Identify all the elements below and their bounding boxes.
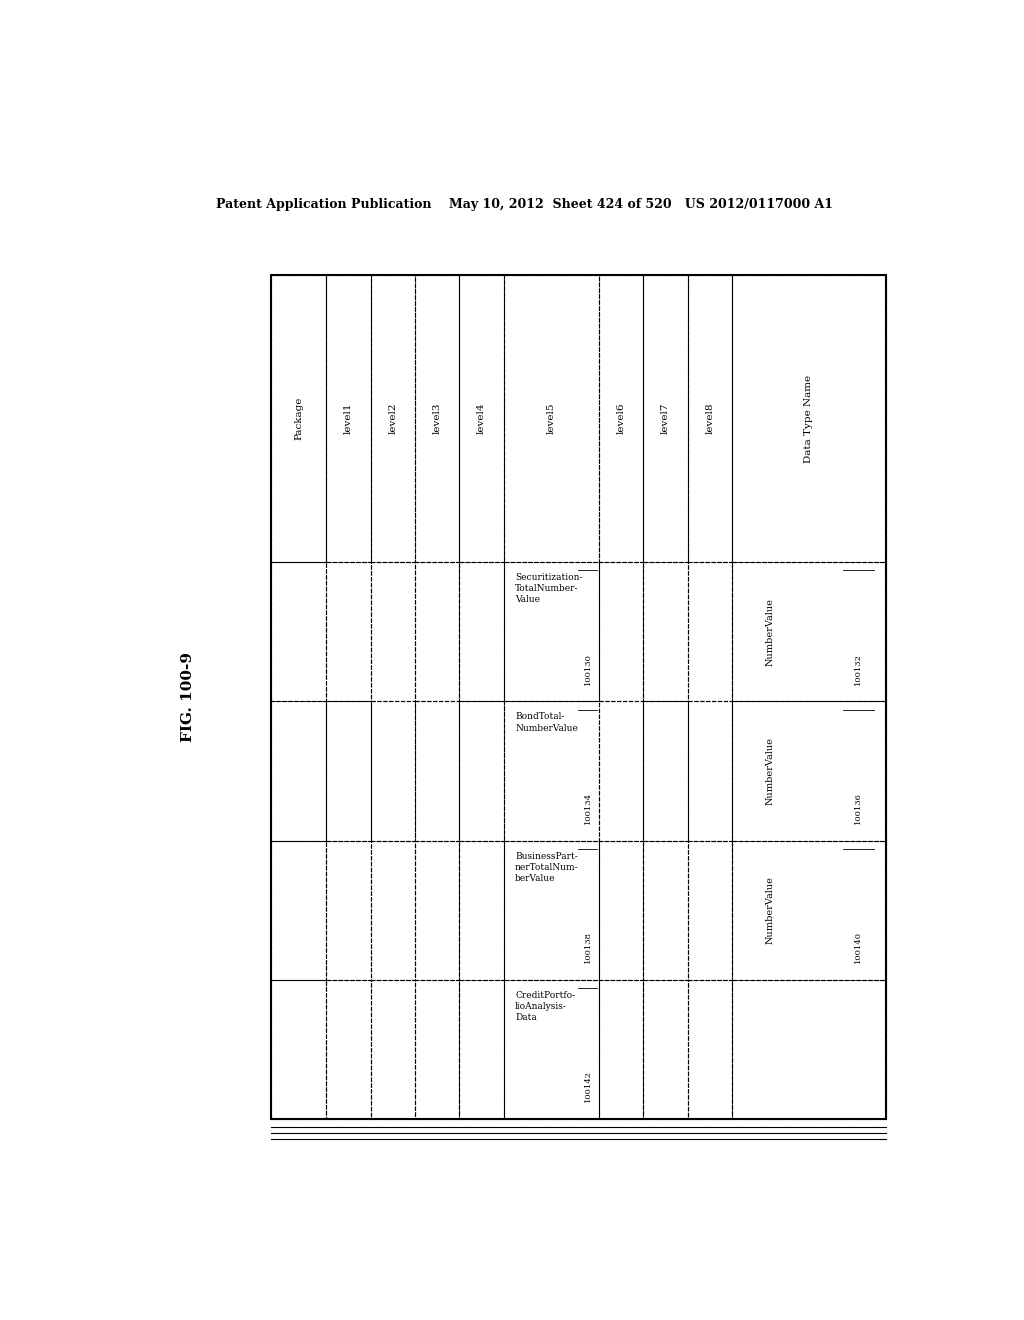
Bar bbox=[270, 562, 327, 701]
Bar bbox=[688, 562, 732, 701]
Text: level3: level3 bbox=[432, 403, 441, 434]
Bar bbox=[327, 562, 371, 701]
Bar bbox=[270, 841, 327, 979]
Bar bbox=[371, 562, 415, 701]
Bar bbox=[270, 276, 327, 562]
Bar bbox=[327, 276, 371, 562]
Bar bbox=[459, 701, 504, 841]
Bar bbox=[599, 276, 643, 562]
Bar bbox=[688, 276, 732, 562]
Text: FIG. 100-9: FIG. 100-9 bbox=[180, 652, 195, 742]
Bar bbox=[327, 979, 371, 1119]
Text: NumberValue: NumberValue bbox=[766, 876, 775, 944]
Bar bbox=[732, 841, 886, 979]
Bar bbox=[371, 979, 415, 1119]
Bar bbox=[459, 979, 504, 1119]
Text: Securitization-
TotalNumber-
Value: Securitization- TotalNumber- Value bbox=[515, 573, 583, 605]
Bar bbox=[643, 562, 688, 701]
Text: Data Type Name: Data Type Name bbox=[805, 375, 813, 463]
Text: level2: level2 bbox=[388, 403, 397, 434]
Text: 100140: 100140 bbox=[854, 931, 862, 964]
Bar bbox=[732, 979, 886, 1119]
Bar bbox=[415, 562, 459, 701]
Text: Package: Package bbox=[294, 397, 303, 441]
Bar bbox=[643, 841, 688, 979]
Text: level8: level8 bbox=[706, 403, 715, 434]
Bar bbox=[270, 701, 327, 841]
Bar bbox=[504, 841, 599, 979]
Bar bbox=[643, 276, 688, 562]
Bar bbox=[599, 841, 643, 979]
Text: level4: level4 bbox=[477, 403, 486, 434]
Bar bbox=[688, 841, 732, 979]
Bar bbox=[415, 979, 459, 1119]
Bar bbox=[504, 979, 599, 1119]
Bar bbox=[732, 562, 886, 701]
Bar bbox=[688, 979, 732, 1119]
Text: BusinessPart-
nerTotalNum-
berValue: BusinessPart- nerTotalNum- berValue bbox=[515, 851, 579, 883]
Bar bbox=[327, 841, 371, 979]
Bar bbox=[459, 276, 504, 562]
Bar bbox=[643, 701, 688, 841]
Text: Patent Application Publication    May 10, 2012  Sheet 424 of 520   US 2012/01170: Patent Application Publication May 10, 2… bbox=[216, 198, 834, 211]
Text: 100132: 100132 bbox=[854, 652, 862, 685]
Bar bbox=[270, 276, 886, 1119]
Bar bbox=[371, 701, 415, 841]
Bar bbox=[599, 979, 643, 1119]
Bar bbox=[599, 701, 643, 841]
Bar bbox=[688, 701, 732, 841]
Text: level1: level1 bbox=[344, 403, 353, 434]
Bar bbox=[415, 276, 459, 562]
Text: 100136: 100136 bbox=[854, 792, 862, 824]
Text: 100134: 100134 bbox=[584, 792, 592, 824]
Bar bbox=[371, 841, 415, 979]
Bar bbox=[643, 979, 688, 1119]
Bar bbox=[327, 701, 371, 841]
Bar bbox=[732, 701, 886, 841]
Bar bbox=[459, 841, 504, 979]
Bar bbox=[270, 979, 327, 1119]
Text: level6: level6 bbox=[616, 403, 626, 434]
Text: NumberValue: NumberValue bbox=[766, 737, 775, 805]
Text: BondTotal-
NumberValue: BondTotal- NumberValue bbox=[515, 713, 578, 733]
Text: 100142: 100142 bbox=[584, 1071, 592, 1102]
Text: 100130: 100130 bbox=[584, 652, 592, 685]
Bar bbox=[415, 841, 459, 979]
Bar bbox=[371, 276, 415, 562]
Text: CreditPortfo-
lioAnalysis-
Data: CreditPortfo- lioAnalysis- Data bbox=[515, 991, 575, 1022]
Bar bbox=[732, 276, 886, 562]
Text: level7: level7 bbox=[660, 403, 670, 434]
Text: level5: level5 bbox=[547, 403, 556, 434]
Text: NumberValue: NumberValue bbox=[766, 598, 775, 665]
Bar bbox=[599, 562, 643, 701]
Bar bbox=[504, 562, 599, 701]
Bar bbox=[459, 562, 504, 701]
Bar bbox=[504, 701, 599, 841]
Bar bbox=[504, 276, 599, 562]
Text: 100138: 100138 bbox=[584, 931, 592, 964]
Bar bbox=[415, 701, 459, 841]
